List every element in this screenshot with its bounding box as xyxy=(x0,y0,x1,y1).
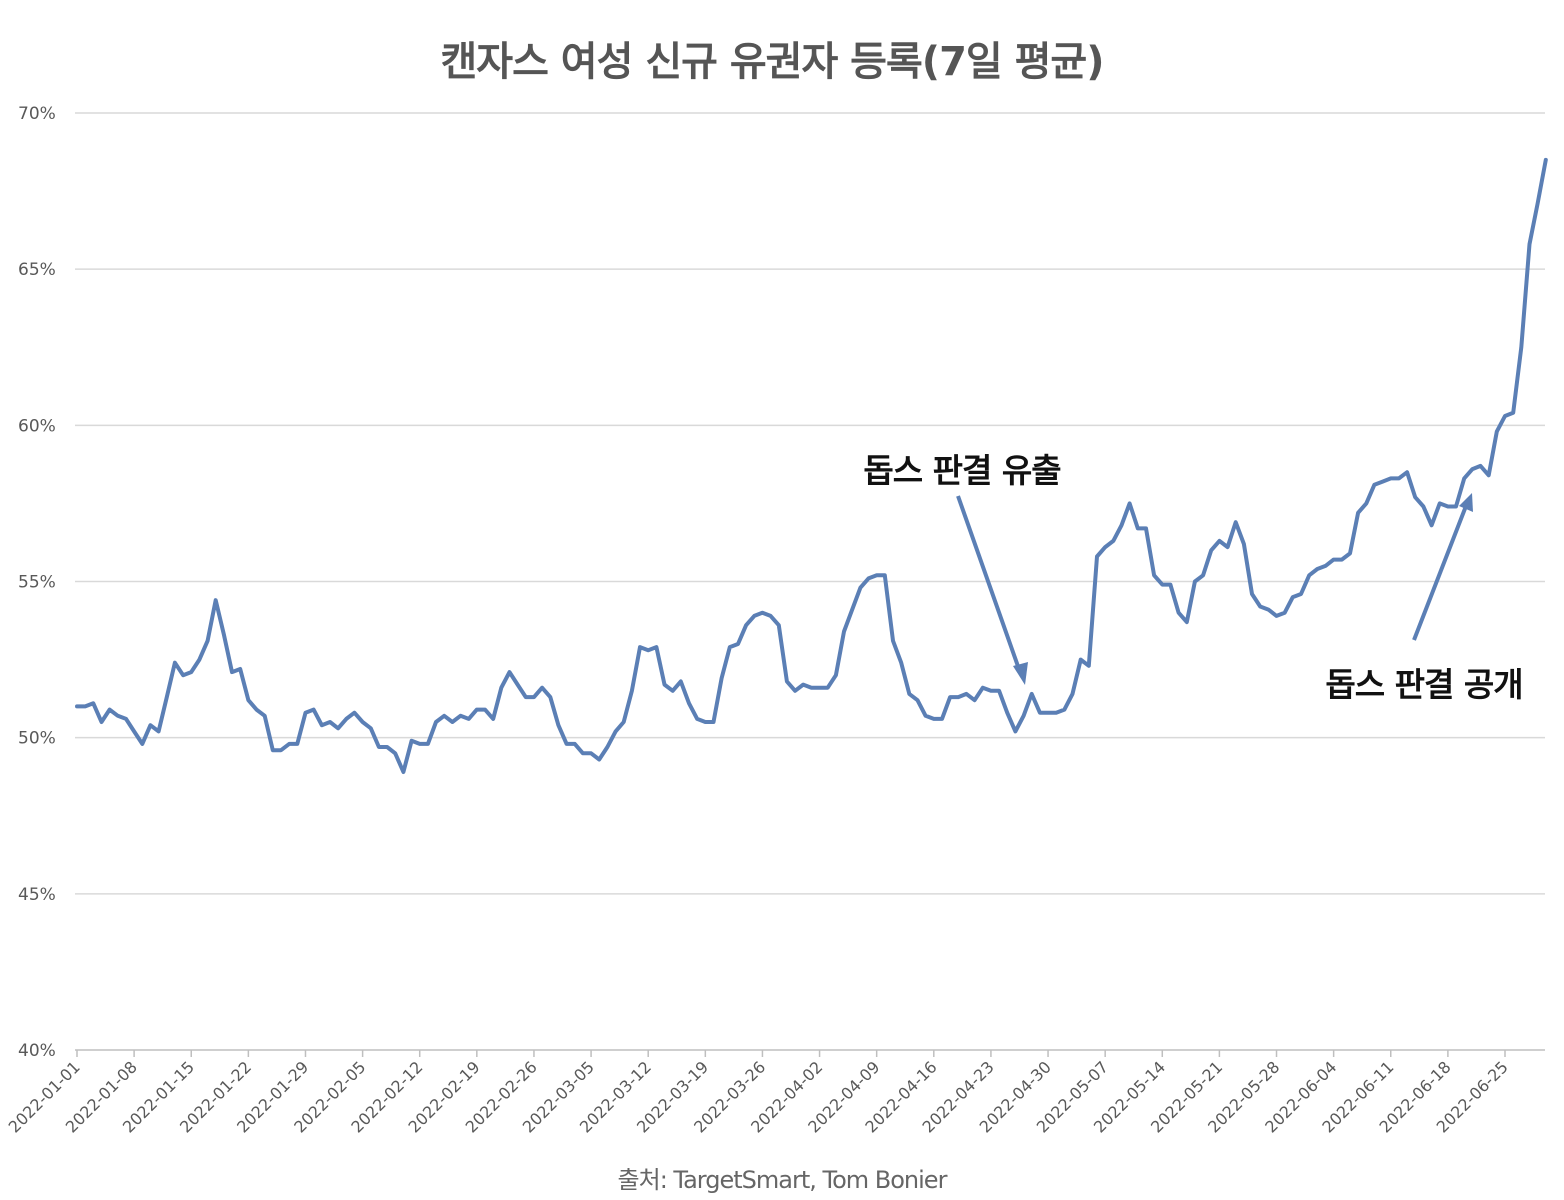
source-note: 출처: TargetSmart, Tom Bonier xyxy=(618,1166,948,1194)
annotation-release-label: 돕스 판결 공개 xyxy=(1325,665,1522,704)
annotation-leak-label: 돕스 판결 유출 xyxy=(863,451,1061,490)
y-tick-label: 60% xyxy=(18,416,56,436)
x-axis: 2022-01-012022-01-082022-01-152022-01-22… xyxy=(5,1050,1512,1137)
annotations: 돕스 판결 유출 돕스 판결 공개 xyxy=(863,451,1523,704)
y-tick-label: 45% xyxy=(18,885,56,905)
series-group xyxy=(75,157,1548,774)
annotation-leak-arrow xyxy=(956,495,1022,673)
gridlines xyxy=(75,112,1545,895)
y-tick-label: 50% xyxy=(18,729,56,749)
y-tick-label: 65% xyxy=(18,260,56,280)
annotation-release-arrow xyxy=(1412,505,1468,641)
chart-title: 캔자스 여성 신규 유권자 등록(7일 평균) xyxy=(440,39,1103,85)
annotation-release-arrowhead xyxy=(1459,493,1473,512)
annotation-leak-arrowhead xyxy=(1013,662,1028,685)
y-tick-label: 70% xyxy=(18,104,56,124)
y-tick-label: 40% xyxy=(18,1041,56,1061)
y-axis: 40% 45% 50% 55% 60% 65% 70% xyxy=(18,104,56,1061)
series-line xyxy=(75,157,1548,774)
y-tick-label: 55% xyxy=(18,573,56,593)
